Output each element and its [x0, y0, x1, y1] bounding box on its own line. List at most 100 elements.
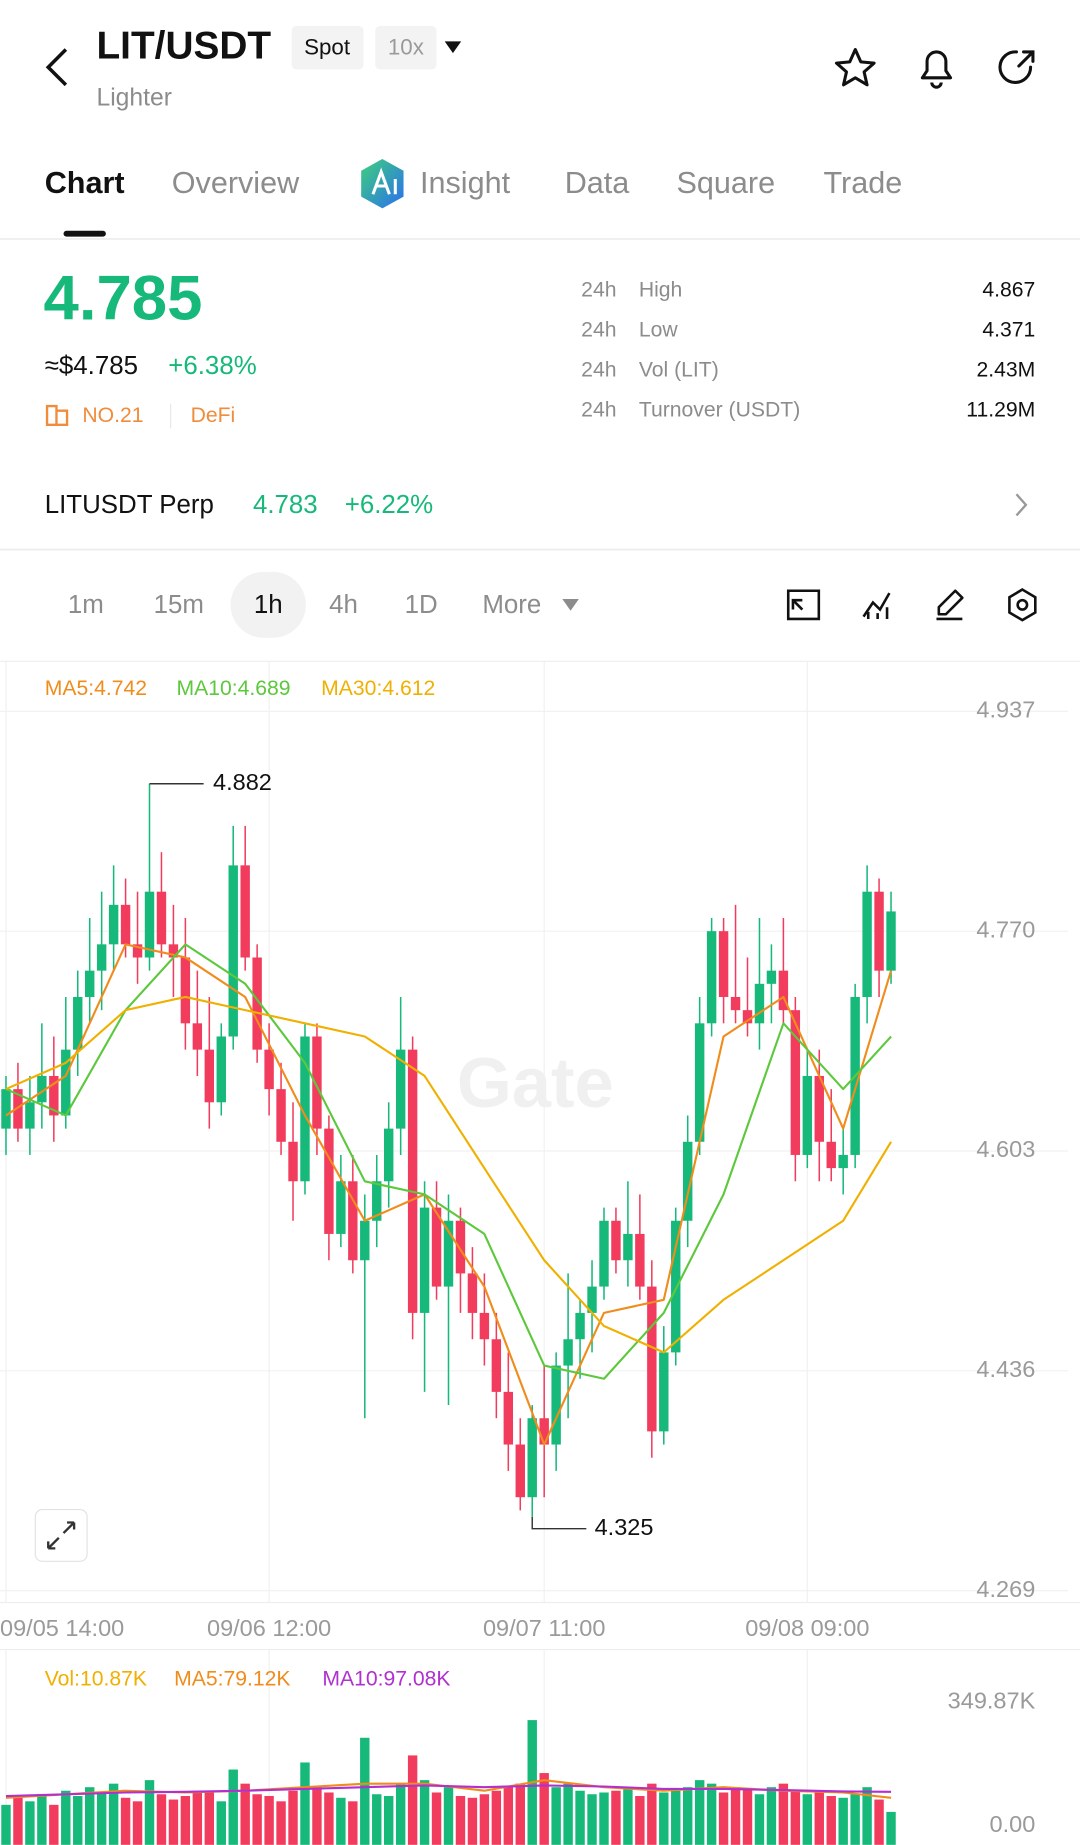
x-tick-label: 09/07 11:00	[483, 1615, 605, 1641]
volume-bar	[587, 1794, 597, 1845]
candle-body	[515, 1444, 525, 1498]
candle-body	[587, 1286, 597, 1313]
volume-bar	[862, 1787, 872, 1845]
expand-button[interactable]	[34, 1508, 88, 1562]
volume-bar	[706, 1783, 717, 1845]
watermark: Gate	[457, 1043, 614, 1122]
candle-body	[156, 891, 167, 945]
volume-bar	[37, 1794, 47, 1845]
dropdown-arrow[interactable]	[444, 41, 462, 54]
insight-icon[interactable]	[361, 158, 404, 209]
badge	[291, 26, 364, 70]
stat-value: 11.29M	[966, 398, 1035, 421]
sector[interactable]: DeFi	[191, 404, 236, 427]
candle-body	[611, 1220, 621, 1261]
timeframe[interactable]: 1m	[68, 591, 104, 619]
candle-body	[802, 1075, 813, 1155]
x-tick-label: 09/05 14:00	[0, 1615, 124, 1641]
volume-bar	[240, 1783, 250, 1845]
volume-bar	[25, 1801, 35, 1845]
badge[interactable]	[375, 26, 437, 70]
volume-bar	[204, 1792, 215, 1845]
volume-bar	[778, 1783, 789, 1845]
volume-bar	[694, 1780, 705, 1845]
chart-type-icon[interactable]	[862, 592, 891, 619]
candle-body	[431, 1207, 442, 1287]
candle-body	[886, 911, 896, 971]
favorite-icon[interactable]	[834, 48, 876, 87]
back-button[interactable]	[45, 48, 68, 87]
settings-icon[interactable]	[1008, 588, 1037, 622]
volume-bar	[539, 1773, 549, 1845]
volume-bar	[228, 1769, 238, 1845]
volume-bar	[647, 1783, 657, 1845]
volume-bar	[132, 1801, 143, 1845]
chevron[interactable]	[1015, 493, 1028, 517]
badge-text[interactable]: 10x	[388, 34, 424, 59]
tab[interactable]: Insight	[420, 166, 511, 200]
volume-bar	[84, 1787, 95, 1845]
candle-body	[49, 1075, 59, 1116]
candle-body	[84, 970, 95, 997]
volume-bar	[754, 1794, 765, 1845]
candle-body	[120, 904, 131, 945]
tab[interactable]: Data	[565, 166, 630, 200]
perp-change[interactable]: +6.22%	[345, 491, 433, 519]
timeframe[interactable]: 1h	[254, 591, 283, 619]
tab[interactable]: Square	[676, 166, 775, 200]
timeframe-selected	[230, 571, 306, 638]
candle-body	[96, 944, 107, 971]
draw-icon[interactable]	[936, 589, 964, 621]
volume-bar	[611, 1790, 621, 1845]
ma-line	[5, 943, 892, 1380]
candle-body	[144, 891, 155, 958]
volume-bar	[96, 1792, 107, 1845]
candle-body	[132, 944, 143, 958]
ma-line	[5, 1784, 892, 1798]
candle-body	[623, 1233, 633, 1261]
candle-body	[383, 1128, 394, 1182]
legend-entry: Vol:10.87K	[45, 1668, 147, 1691]
volume-bar	[312, 1787, 322, 1845]
volume-bar	[383, 1796, 394, 1845]
volume-bar	[826, 1796, 836, 1845]
candle-body	[276, 1089, 286, 1142]
candle-body	[479, 1312, 490, 1340]
timeframe[interactable]: 1D	[405, 591, 438, 619]
rank[interactable]: NO.21	[82, 404, 143, 427]
alert-icon[interactable]	[920, 50, 953, 89]
candle-body	[838, 1154, 848, 1169]
dropdown-arrow[interactable]	[562, 598, 579, 611]
rank-icon	[45, 404, 69, 427]
usd-price: ≈$4.785	[45, 352, 138, 380]
tab[interactable]: Overview	[172, 166, 300, 200]
indicator-icon[interactable]	[786, 589, 821, 621]
volume-bar	[718, 1792, 729, 1845]
x-tick-label: 09/06 12:00	[207, 1615, 331, 1641]
perp-price[interactable]: 4.783	[253, 491, 318, 519]
stat-label: Vol (LIT)	[639, 358, 719, 381]
tab[interactable]: Trade	[824, 166, 903, 200]
volume-bar	[515, 1783, 525, 1845]
settings-icon-dot	[1016, 598, 1029, 611]
annotation: 4.325	[595, 1514, 654, 1540]
candle-body	[551, 1365, 561, 1445]
volume-bar	[144, 1780, 155, 1845]
timeframe[interactable]: 15m	[154, 591, 204, 619]
candle-body	[252, 957, 262, 1050]
volume-bar	[252, 1794, 262, 1845]
candle-body	[754, 983, 765, 1024]
candle-body	[348, 1181, 358, 1261]
share-icon[interactable]	[998, 50, 1035, 84]
volume-bar	[73, 1796, 83, 1845]
candle-body	[455, 1220, 466, 1274]
candle-body	[168, 944, 179, 958]
volume-bar	[372, 1794, 382, 1845]
perp-name[interactable]: LITUSDT Perp	[45, 491, 214, 519]
volume-bar	[300, 1762, 310, 1845]
timeframe[interactable]: 4h	[329, 591, 358, 619]
timeframe[interactable]: More	[482, 591, 541, 619]
candle-body	[635, 1233, 645, 1287]
tab[interactable]: Chart	[45, 166, 125, 200]
volume-bar	[216, 1801, 226, 1845]
